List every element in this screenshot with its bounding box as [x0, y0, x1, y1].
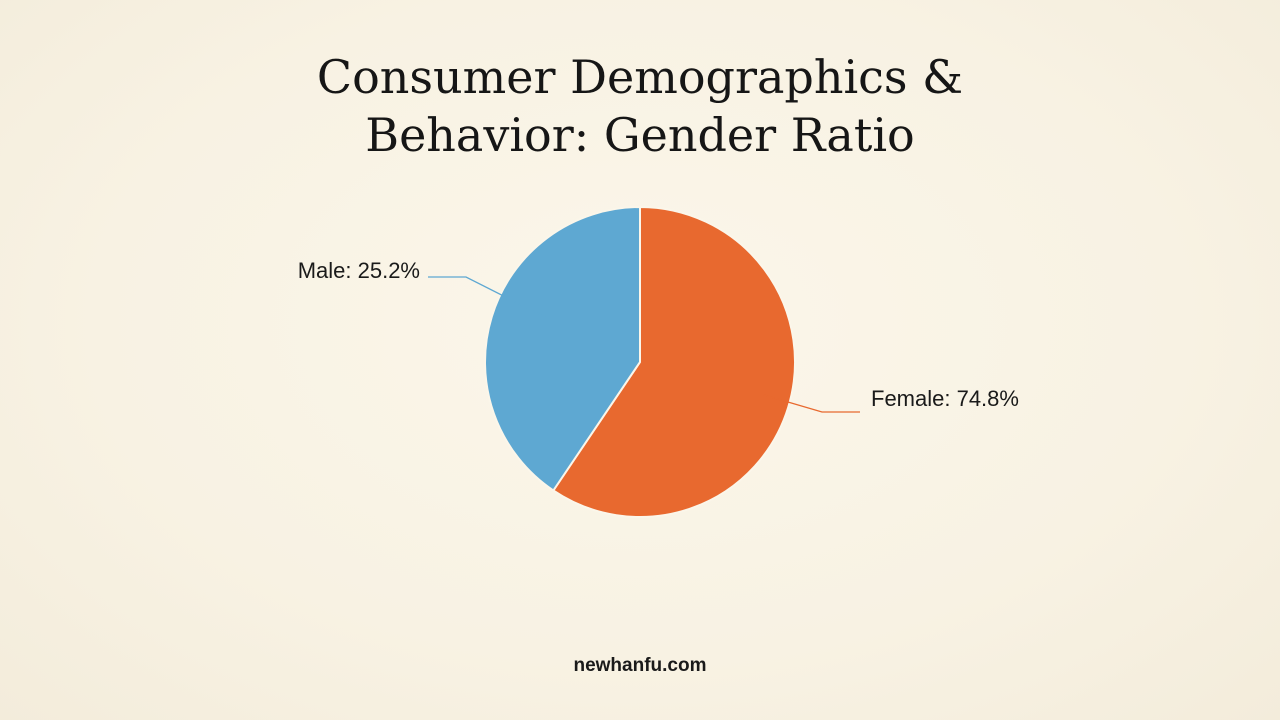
slice-label-male: Male: 25.2%: [298, 258, 420, 283]
title-line-1: Consumer Demographics &: [316, 50, 964, 104]
footer-source: newhanfu.com: [573, 655, 707, 676]
pie-slice-female: [551, 205, 796, 518]
slice-label-female: Female: 74.8%: [871, 386, 1019, 411]
pie-slice-male: [484, 205, 641, 492]
chart-title: Consumer Demographics & Behavior: Gender…: [0, 48, 1280, 164]
leader-line-female: [763, 394, 860, 413]
leader-line-male: [428, 276, 554, 322]
title-line-2: Behavior: Gender Ratio: [365, 108, 915, 162]
